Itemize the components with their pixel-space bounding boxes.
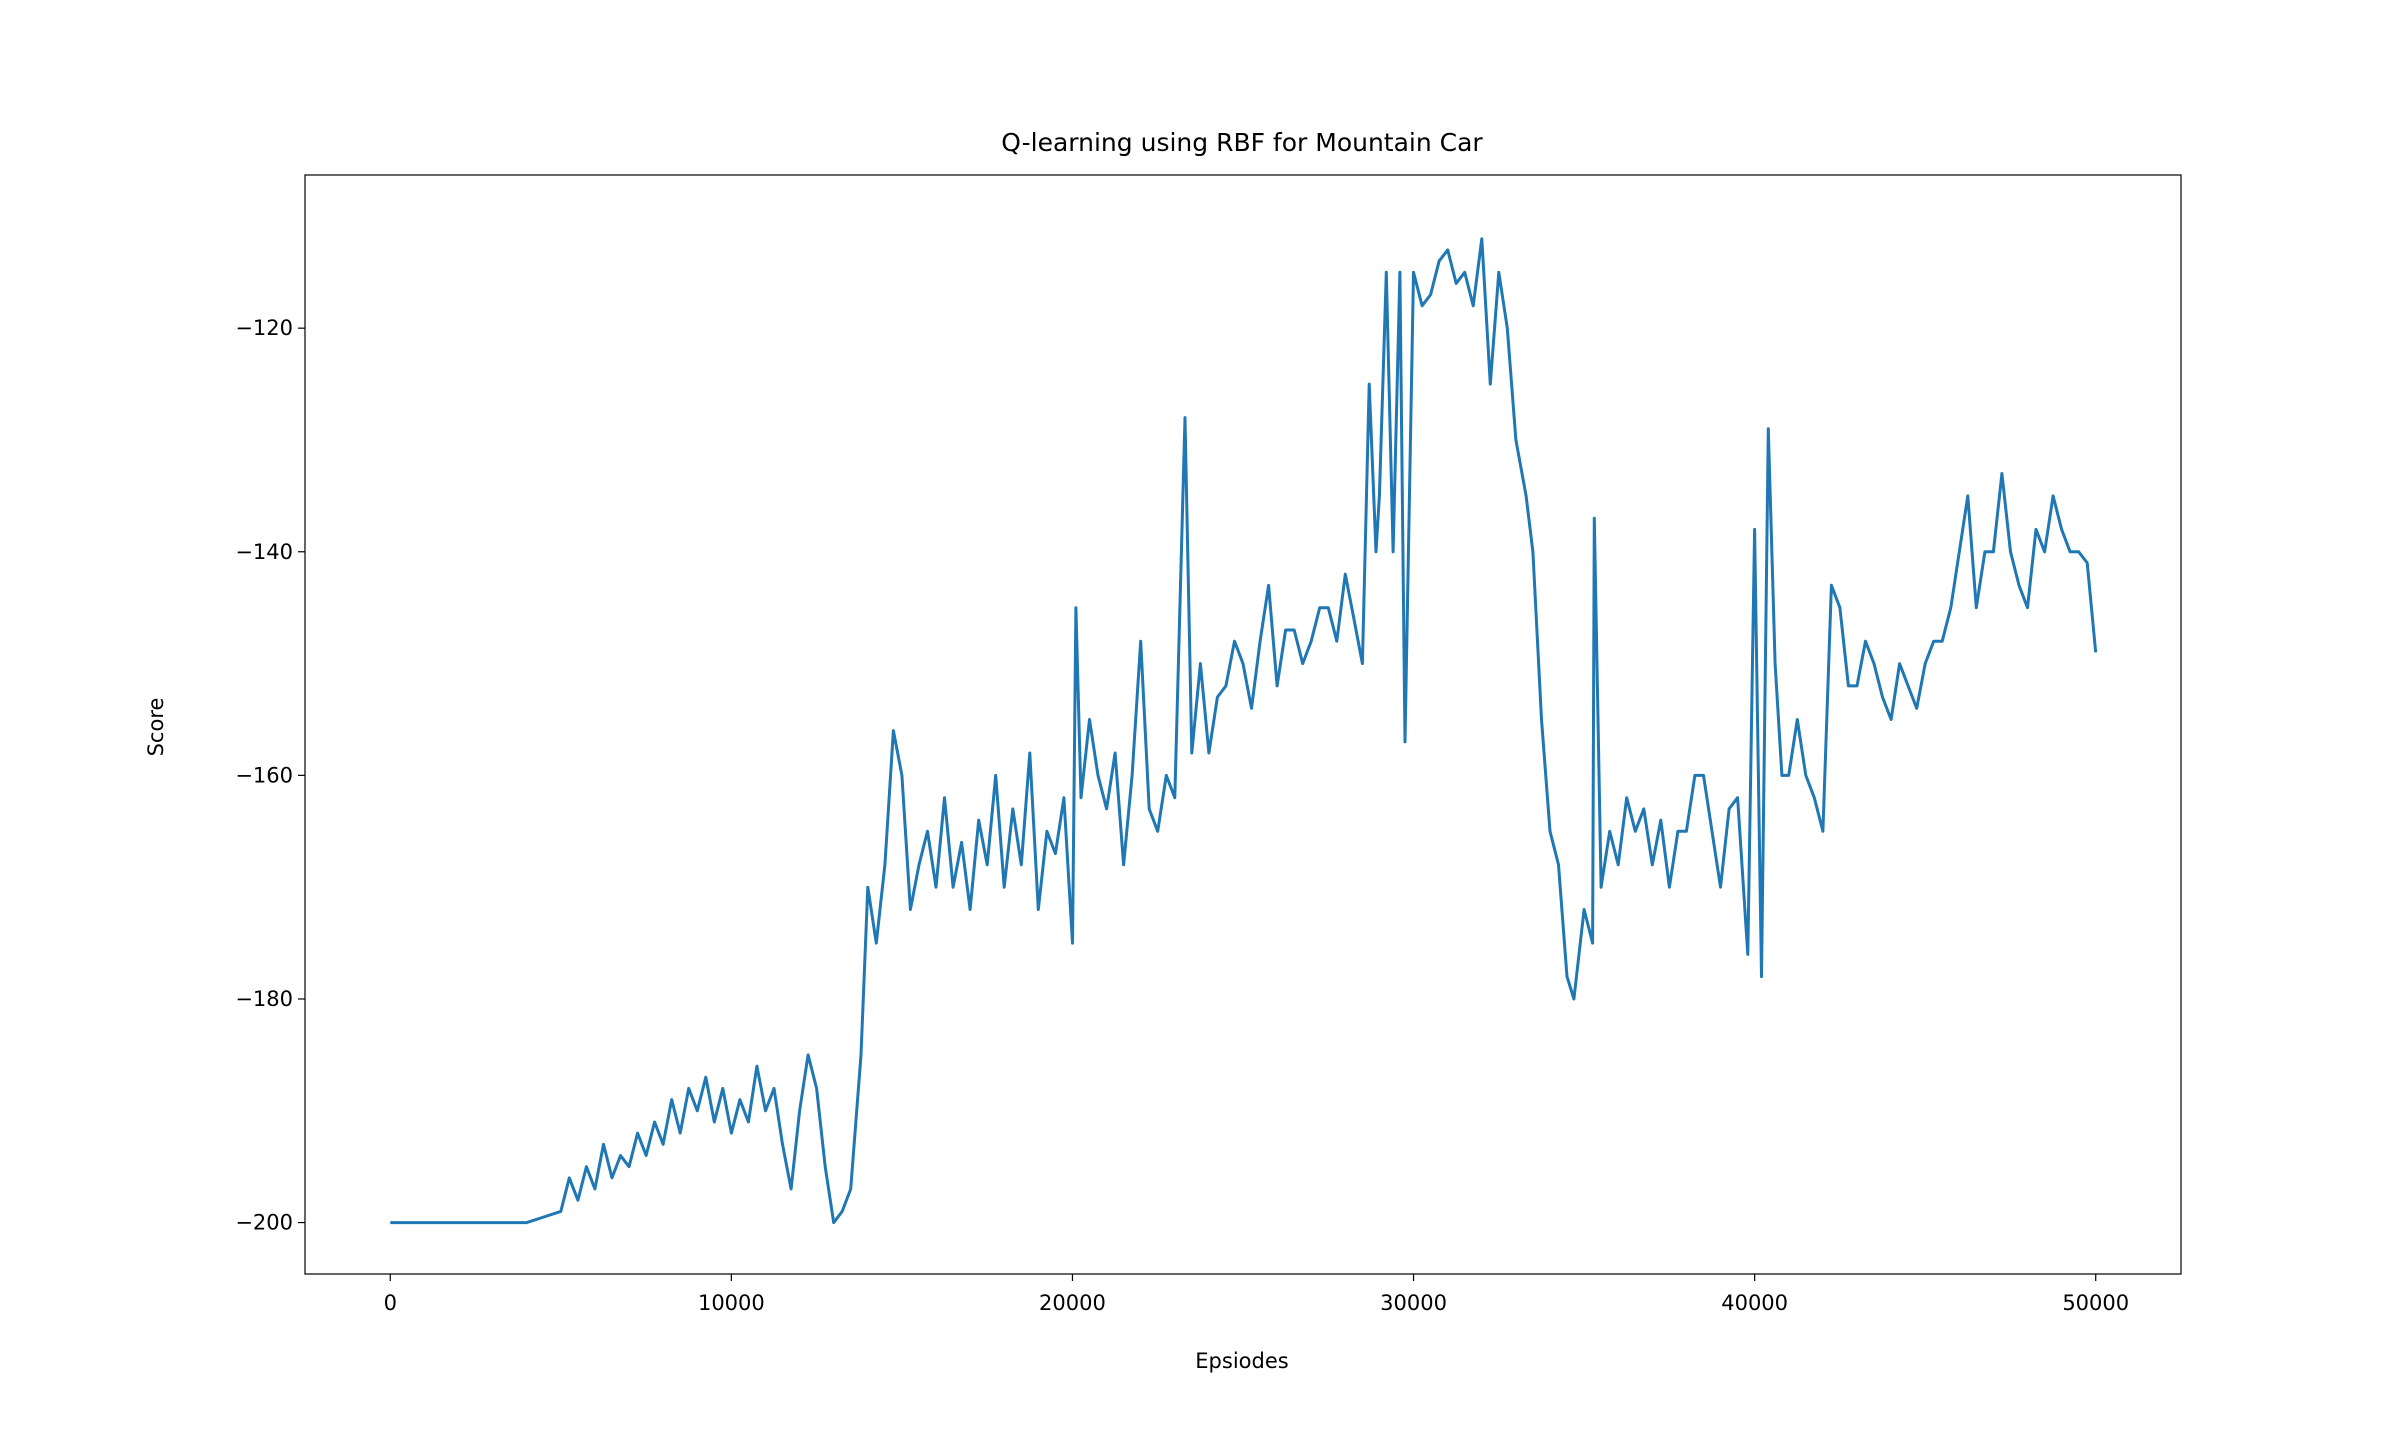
x-tick-label: 0 [384, 1291, 397, 1315]
y-tick-label: −120 [235, 316, 293, 340]
x-tick-label: 40000 [1721, 1291, 1788, 1315]
line-series [390, 237, 2098, 1225]
chart-title: Q-learning using RBF for Mountain Car [1001, 128, 1483, 157]
y-tick-label: −200 [235, 1211, 293, 1235]
x-axis-label: Epsiodes [1195, 1349, 1288, 1373]
y-tick-label: −140 [235, 540, 293, 564]
x-tick-label: 50000 [2062, 1291, 2129, 1315]
x-tick-label: 10000 [698, 1291, 765, 1315]
x-tick-label: 30000 [1380, 1291, 1447, 1315]
y-tick-label: −180 [235, 987, 293, 1011]
plot-frame [304, 174, 2182, 1275]
y-axis-label: Score [144, 698, 168, 757]
y-tick-label: −160 [235, 763, 293, 787]
x-tick-label: 20000 [1039, 1291, 1106, 1315]
